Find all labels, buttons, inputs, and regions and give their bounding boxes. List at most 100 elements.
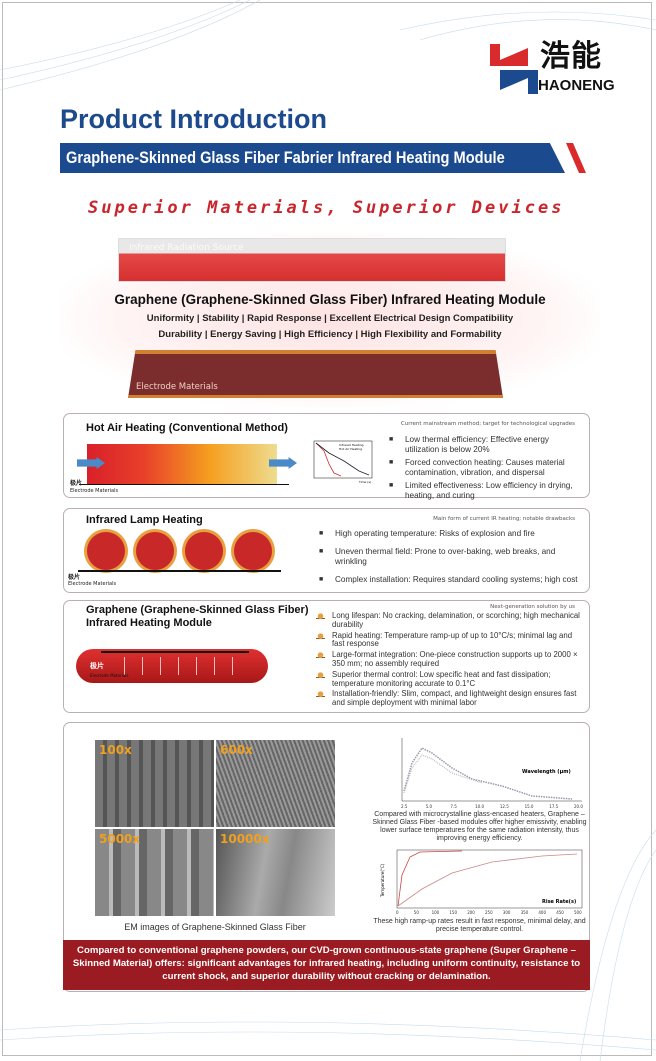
x-tick-label: 7.5 — [450, 804, 457, 809]
list-item: Complex installation: Requires standard … — [319, 575, 589, 585]
list-item: Rapid heating: Temperature ramp-up of up… — [316, 631, 581, 650]
hot-air-title: Hot Air Heating (Conventional Method) — [86, 422, 288, 434]
list-item: Uneven thermal field: Prone to over-baki… — [319, 547, 589, 567]
ramp-series-graphene — [397, 850, 463, 907]
list-item: Superior thermal control: Low specific h… — [316, 670, 581, 689]
graphene-title: Graphene (Graphene-Skinned Glass Fiber) … — [86, 604, 311, 630]
graphene-note: Next-generation solution by us — [490, 604, 575, 610]
logo-mark-icon — [490, 44, 538, 94]
y-axis-label: Temperature(°C) — [380, 863, 385, 898]
list-item: Forced convection heating: Causes materi… — [389, 458, 584, 477]
hot-air-points: Low thermal efficiency: Effective energy… — [389, 435, 584, 504]
legend-hot-air: Hot Air Heating — [339, 447, 362, 451]
infrared-series — [315, 442, 342, 477]
list-item: Low thermal efficiency: Effective energy… — [389, 435, 584, 454]
electrode-en-label: Electrode Materials — [90, 673, 129, 678]
lamp-icon — [231, 529, 275, 573]
lamp-icon — [133, 529, 177, 573]
page-title: Product Introduction — [60, 104, 327, 134]
x-tick-label: 17.5 — [549, 804, 558, 809]
emissivity-series-glass — [403, 754, 483, 794]
x-tick-label: 2.5 — [401, 804, 408, 809]
x-tick-label: 10.0 — [475, 804, 484, 809]
logo-text-en: HAONENG — [538, 77, 615, 94]
x-tick-label: 300 — [503, 910, 511, 915]
lamp-icon — [182, 529, 226, 573]
emissivity-chart: 2.5 5.0 7.5 10.0 12.5 15.0 17.5 20.0 Wavelength… — [401, 738, 583, 809]
graphene-module-illustration: 极片 Electrode Materials — [76, 649, 268, 683]
x-axis-label: Time (s) — [358, 480, 371, 484]
x-tick-label: 250 — [485, 910, 493, 915]
x-tick-label: 200 — [467, 910, 475, 915]
electrode-cn-label: 极片 — [70, 480, 83, 487]
logo-text-cn: 浩能 — [540, 39, 602, 74]
electrode-panel: Electrode Materials — [128, 350, 503, 398]
lamp-row — [84, 529, 284, 577]
x-tick-label: 150 — [449, 910, 457, 915]
lamp-icon — [84, 529, 128, 573]
lamp-title: Infrared Lamp Heating — [86, 514, 203, 526]
slogan: Superior Materials, Superior Devices — [88, 198, 565, 218]
x-tick-label: 400 — [538, 910, 546, 915]
list-item: Long lifespan: No cracking, delamination… — [316, 611, 581, 630]
hero-illustration: Infrared Radiation Source Graphene (Grap… — [60, 232, 600, 407]
x-tick-label: 5.0 — [426, 804, 433, 809]
x-tick-label: 12.5 — [500, 804, 509, 809]
sem-image-grid: 100x 600x 5000x 10000x — [95, 740, 335, 916]
lamp-note: Main form of current IR heating; notable… — [433, 516, 575, 522]
arrow-in-icon — [77, 457, 105, 469]
conveyor-line — [78, 570, 281, 572]
hot-air-section: Hot Air Heating (Conventional Method) Cu… — [63, 413, 590, 500]
emissivity-caption: Compared with microcrystalline glass-enc… — [372, 811, 587, 842]
list-item: Limited effectiveness: Low efficiency in… — [389, 481, 584, 500]
heat-arrows — [116, 657, 236, 675]
x-tick-label: 350 — [521, 910, 529, 915]
list-item: High operating temperature: Risks of exp… — [319, 529, 589, 539]
graphene-points: Long lifespan: No cracking, delamination… — [316, 611, 581, 712]
list-item: Installation-friendly: Slim, compact, an… — [316, 690, 581, 708]
x-tick-label: 100 — [432, 910, 440, 915]
graphene-title-1: Graphene (Graphene-Skinned Glass Fiber) — [86, 604, 309, 616]
product-banner-text: Graphene-Skinned Glass Fiber Fabrier Inf… — [66, 148, 505, 167]
sem-image-5000x: 5000x — [95, 829, 214, 916]
hot-air-series — [315, 442, 370, 476]
hot-air-note: Current mainstream method; target for te… — [400, 421, 575, 427]
sem-image-100x: 100x — [95, 740, 214, 827]
electrode-en-label: Electrode Materials — [68, 581, 117, 587]
heating-time-chart: Infrared Heating Hot Air Heating Time (s… — [313, 440, 373, 484]
electrode-en-label: Electrode Materials — [70, 488, 119, 494]
conveyor-line — [79, 484, 289, 485]
arrow-out-icon — [269, 457, 297, 469]
hero-features-1: Uniformity | Stability | Rapid Response … — [146, 313, 514, 324]
graphene-section: Graphene (Graphene-Skinned Glass Fiber) … — [63, 600, 590, 713]
sem-caption: EM images of Graphene-Skinned Glass Fibe… — [124, 922, 306, 932]
radiation-source-label: Infrared Radiation Source — [129, 243, 244, 253]
product-banner: Graphene-Skinned Glass Fiber Fabrier Inf… — [60, 143, 565, 173]
x-axis-label: Wavelength (μm) — [522, 769, 571, 775]
infrared-lamp-section: Infrared Lamp Heating Main form of curre… — [63, 508, 590, 593]
x-tick-label: 15.0 — [525, 804, 534, 809]
x-tick-label: 20.0 — [574, 804, 583, 809]
sem-image-10000x: 10000x — [216, 829, 335, 916]
electrode-cn-label: 极片 — [68, 574, 81, 581]
emissivity-series-graphene — [403, 747, 573, 800]
x-tick-label: 0 — [396, 910, 399, 915]
hero-title: Graphene (Graphene-Skinned Glass Fiber) … — [114, 292, 546, 307]
sem-image-600x: 600x — [216, 740, 335, 827]
ramp-caption: These high ramp-up rates result in fast … — [373, 918, 586, 933]
x-axis-label: Rise Rate(s) — [542, 899, 576, 905]
graphene-title-2: Infrared Heating Module — [86, 617, 212, 629]
list-item: Large-format integration: One-piece cons… — [316, 650, 581, 669]
lamp-points: High operating temperature: Risks of exp… — [319, 529, 589, 589]
hero-features-2: Durability | Energy Saving | High Effici… — [158, 329, 502, 340]
radiation-source-panel: Infrared Radiation Source — [118, 238, 506, 282]
legend-infrared: Infrared Heating — [339, 443, 364, 447]
x-tick-label: 50 — [414, 910, 420, 915]
ramp-series-glass — [397, 853, 578, 907]
electrode-label: Electrode Materials — [136, 382, 218, 392]
x-tick-label: 450 — [556, 910, 564, 915]
haoneng-logo: 浩能 HAONENG — [490, 40, 620, 98]
ramp-chart: 0 50 100 150 200 250 300 350 400 450 500 Temperatu… — [380, 849, 583, 915]
hot-air-gradient — [87, 444, 277, 484]
